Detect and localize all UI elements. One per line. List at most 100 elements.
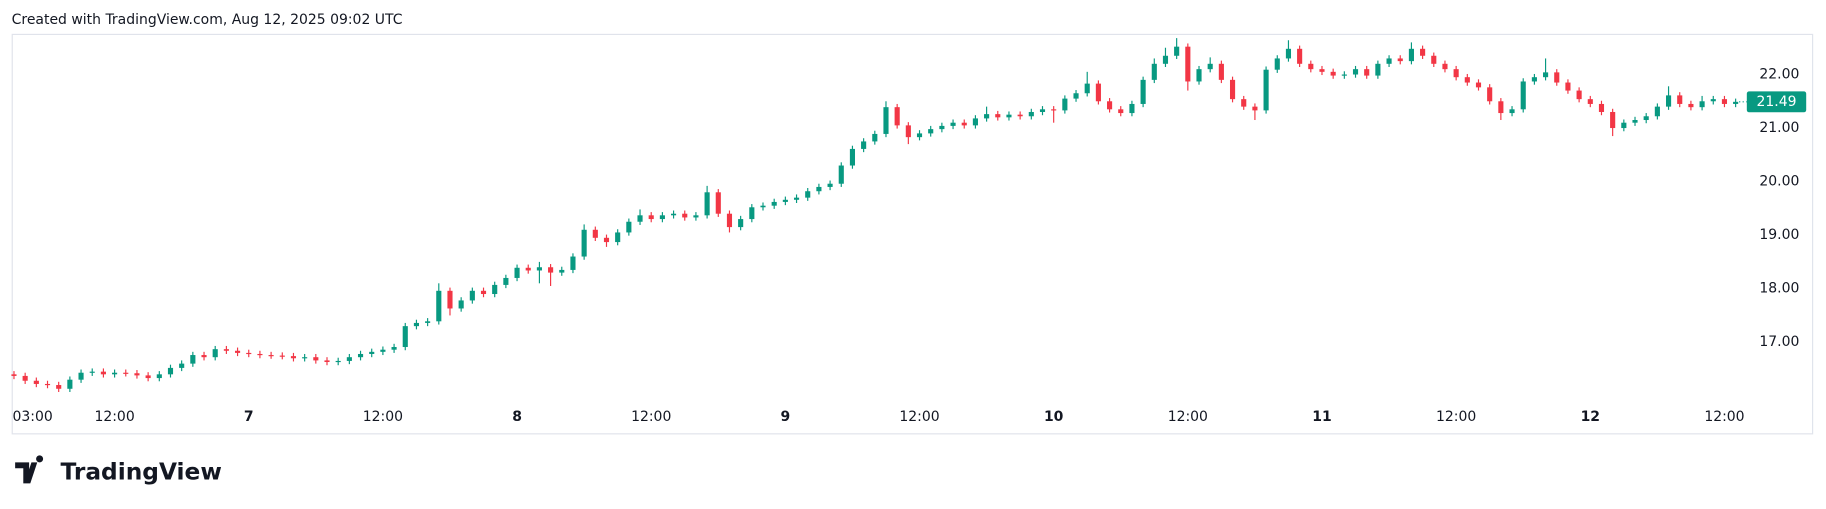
candle-body xyxy=(380,349,386,352)
candle-body xyxy=(290,356,297,359)
candle-body xyxy=(626,221,632,233)
candle-body xyxy=(1598,103,1605,112)
candle-body xyxy=(984,114,990,119)
candle-body xyxy=(1632,120,1638,123)
candle-body xyxy=(223,349,229,351)
x-tick-label: 12 xyxy=(1581,409,1600,425)
x-tick-label: 8 xyxy=(512,409,522,425)
header-title: Created with TradingView.com, Aug 12, 20… xyxy=(12,12,403,28)
candle-body xyxy=(469,290,475,301)
candle-body xyxy=(1095,83,1101,102)
candle-body xyxy=(1475,82,1482,88)
candle-body xyxy=(1196,69,1202,82)
candle-body xyxy=(357,353,364,358)
candle-body xyxy=(1073,93,1079,99)
candle-body xyxy=(950,122,956,126)
last-price-badge xyxy=(1746,91,1807,113)
candle-body xyxy=(480,290,487,295)
candle-body xyxy=(861,141,867,149)
y-tick-label: 21.00 xyxy=(1759,120,1799,136)
candle-body xyxy=(1107,101,1113,110)
candle-body xyxy=(928,129,934,134)
candle-body xyxy=(548,267,554,273)
candle-body xyxy=(514,267,520,278)
candle-body xyxy=(659,215,665,220)
candle-body xyxy=(324,360,330,363)
candle-body xyxy=(44,383,51,386)
candle-body xyxy=(1051,109,1057,111)
candle-body xyxy=(704,192,710,216)
candle-body xyxy=(212,349,218,358)
candle-body xyxy=(413,322,420,327)
candle-body xyxy=(671,213,677,216)
candle-body xyxy=(849,148,856,166)
candle-body xyxy=(1084,83,1090,94)
candle-body xyxy=(1587,99,1593,104)
candle-body xyxy=(1207,63,1213,70)
candle-body xyxy=(1375,63,1381,76)
candle-body xyxy=(738,219,744,228)
chart-frame xyxy=(11,33,1814,435)
candle-body xyxy=(1677,95,1683,104)
candle-body xyxy=(1151,63,1157,80)
candle-body xyxy=(1464,77,1470,83)
candle-body xyxy=(167,367,174,375)
candle-body xyxy=(1610,111,1616,129)
candle-body xyxy=(156,374,162,379)
candle-body xyxy=(1688,103,1694,108)
candle-body xyxy=(1017,114,1023,117)
candle-body xyxy=(872,133,878,142)
candle-body xyxy=(436,290,442,322)
candle-body xyxy=(1710,99,1716,102)
candle-body xyxy=(1062,98,1068,111)
candle-body xyxy=(1028,111,1034,117)
x-tick-label: 7 xyxy=(244,409,254,425)
candle-body xyxy=(525,267,531,271)
candle-body xyxy=(1565,82,1571,91)
candle-body xyxy=(1118,109,1124,114)
candle-body xyxy=(581,229,587,257)
candle-body xyxy=(56,385,62,389)
candle-body xyxy=(1621,122,1627,129)
candle-body xyxy=(995,114,1001,118)
x-tick-label: 03:00 xyxy=(12,409,52,425)
x-tick-label: 12:00 xyxy=(631,409,671,425)
candle-body xyxy=(190,355,196,364)
candle-body xyxy=(1643,116,1649,121)
candle-body xyxy=(503,277,509,285)
x-tick-label: 12:00 xyxy=(94,409,134,425)
candle-body xyxy=(458,300,464,309)
candle-body xyxy=(782,199,788,202)
candle-body xyxy=(1039,109,1046,112)
candle-body xyxy=(760,205,766,208)
candle-body xyxy=(335,360,341,363)
candle-body xyxy=(1386,58,1392,64)
x-tick-label: 12:00 xyxy=(1436,409,1476,425)
candle-body xyxy=(838,165,844,184)
candle-body xyxy=(972,118,978,126)
candle-body xyxy=(1297,48,1303,64)
candle-body xyxy=(1252,106,1258,111)
candle-body xyxy=(592,229,598,238)
y-tick-label: 20.00 xyxy=(1759,174,1799,190)
candle-body xyxy=(402,326,408,348)
candle-body xyxy=(1218,63,1224,80)
candle-body xyxy=(235,350,241,353)
candle-body xyxy=(916,133,923,138)
candle-body xyxy=(1174,46,1180,56)
candle-body xyxy=(570,256,576,270)
candle-body xyxy=(1263,69,1269,111)
x-tick-label: 12:00 xyxy=(363,409,403,425)
candle-body xyxy=(603,237,610,243)
candle-body xyxy=(1420,48,1426,56)
candle-body xyxy=(1431,55,1437,64)
candle-body xyxy=(346,357,352,361)
candle-body xyxy=(1554,72,1560,83)
candle-body xyxy=(100,371,106,375)
candle-body xyxy=(391,347,397,350)
candle-body xyxy=(1576,90,1582,100)
candle-body xyxy=(726,213,733,228)
candle-body xyxy=(793,197,800,200)
candle-body xyxy=(201,355,207,358)
